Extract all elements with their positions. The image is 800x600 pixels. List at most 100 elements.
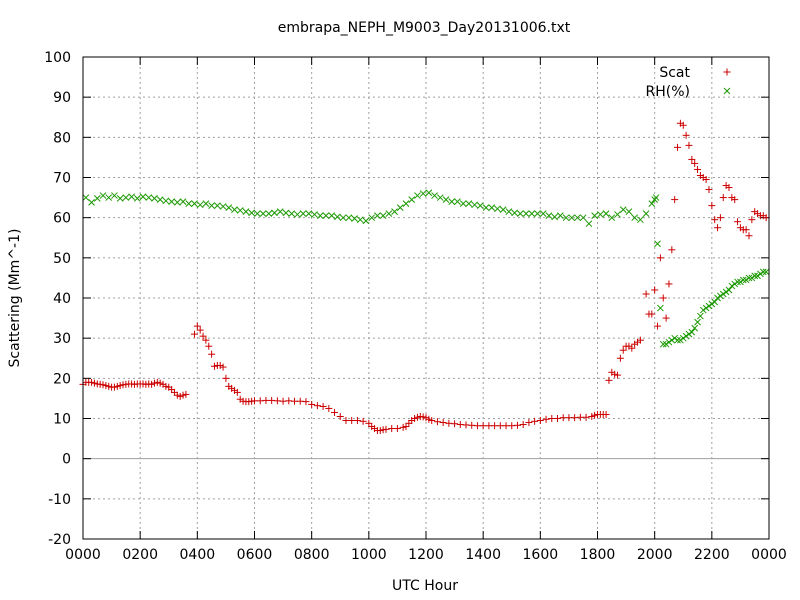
scat-point: [685, 141, 693, 149]
scat-point: [714, 224, 722, 232]
rh-point: [551, 213, 558, 221]
rh-point: [679, 334, 687, 342]
x-tick-label: 0600: [237, 547, 273, 563]
legend-label-scat: Scat: [659, 65, 690, 81]
rh-point: [305, 210, 313, 218]
rh-point: [345, 214, 353, 222]
rh-point: [745, 274, 753, 282]
rh-point: [454, 198, 461, 205]
y-tick-label: 0: [62, 452, 71, 468]
scat-point: [519, 421, 527, 429]
scat-point: [513, 421, 521, 429]
rh-point: [196, 201, 204, 209]
rh-point: [465, 200, 473, 207]
scat-point: [662, 314, 670, 322]
scat-point: [531, 417, 539, 425]
scat-point: [365, 419, 373, 427]
scat-point: [694, 165, 702, 173]
rh-point: [425, 189, 433, 197]
scat-point: [99, 381, 107, 389]
scat-point: [190, 330, 198, 338]
series-scat: [79, 119, 770, 435]
rh-point: [219, 203, 227, 210]
rh-point: [299, 210, 307, 218]
rh-point: [459, 200, 467, 207]
rh-point: [471, 201, 478, 209]
scat-point: [614, 371, 622, 379]
scat-point: [525, 419, 533, 427]
rh-point: [528, 210, 536, 218]
rh-point: [271, 209, 278, 217]
scat-point: [708, 202, 716, 210]
scat-point: [331, 408, 339, 416]
scat-point: [688, 155, 696, 163]
rh-point: [494, 205, 501, 213]
rh-point: [762, 268, 770, 276]
x-tick-label: 0400: [180, 547, 216, 563]
rh-point: [362, 217, 370, 225]
scat-point: [205, 342, 213, 350]
rh-point: [391, 208, 398, 215]
scat-point: [399, 423, 407, 431]
legend-cross-marker: [723, 87, 731, 95]
scat-point: [591, 411, 599, 419]
rh-point: [322, 212, 330, 220]
scat-point: [745, 232, 753, 240]
rh-point: [93, 195, 101, 202]
rh-point: [202, 200, 210, 207]
rh-point: [173, 199, 181, 206]
x-tick-label: 1600: [523, 547, 559, 563]
rh-point: [608, 214, 616, 222]
scat-point: [705, 186, 713, 194]
rh-point: [662, 340, 670, 348]
rh-point: [99, 192, 107, 199]
y-tick-label: -10: [48, 492, 71, 508]
rh-point: [702, 304, 710, 312]
data-series: [79, 119, 770, 435]
scat-point: [602, 410, 610, 418]
rh-point: [276, 208, 284, 215]
rh-point: [545, 212, 553, 220]
x-tick-label: 1000: [351, 547, 387, 563]
rh-point: [711, 298, 719, 306]
y-tick-label: -20: [48, 532, 71, 548]
rh-point: [311, 211, 318, 218]
rh-point: [562, 214, 570, 222]
rh-point: [476, 202, 484, 209]
rh-point: [179, 198, 187, 205]
rh-point: [754, 272, 761, 280]
scat-point: [179, 391, 187, 399]
rh-point: [368, 214, 376, 222]
rh-point: [671, 334, 679, 342]
scat-point: [731, 196, 739, 204]
rh-point: [259, 210, 267, 218]
rh-point: [374, 212, 381, 220]
rh-point: [419, 190, 427, 197]
scat-point: [193, 322, 201, 330]
rh-point: [448, 198, 456, 205]
rh-point: [597, 211, 604, 218]
rh-point: [511, 209, 518, 217]
scat-point: [110, 383, 118, 391]
rh-point: [139, 193, 147, 201]
rh-point: [242, 208, 250, 215]
x-tick-label: 0200: [122, 547, 158, 563]
rh-point: [734, 278, 741, 286]
rh-point: [585, 220, 593, 228]
scat-point: [90, 379, 98, 387]
rh-point: [685, 330, 693, 338]
rh-point: [151, 195, 158, 202]
rh-point: [88, 199, 95, 206]
scat-point: [88, 378, 96, 386]
y-tick-label: 50: [53, 251, 71, 267]
scat-point: [619, 346, 627, 354]
rh-point: [482, 204, 490, 211]
rh-point: [654, 240, 661, 248]
x-tick-label: 0000: [751, 547, 787, 563]
scat-point: [116, 382, 124, 390]
rh-point: [436, 194, 444, 201]
scat-point: [148, 380, 156, 388]
